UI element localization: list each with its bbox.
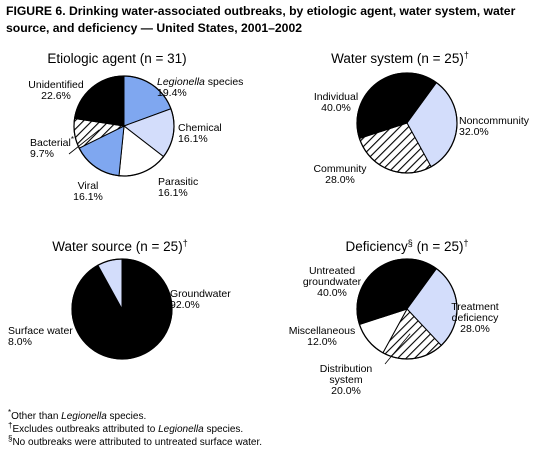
figure-title: FIGURE 6. Drinking water-associated outb… xyxy=(6,4,516,35)
pie-outline xyxy=(73,75,175,177)
pie-chart-title: Water source (n = 25)† xyxy=(52,238,187,254)
slice-label-distribution-system: Distribution system 20.0% xyxy=(320,363,373,397)
slice-label-parasitic: Parasitic 16.1% xyxy=(158,176,198,199)
slice-label-unidentified: Unidentified 22.6% xyxy=(28,79,84,102)
pie-chart-title: Etiologic agent (n = 31) xyxy=(47,51,186,66)
slice-label-untreated-groundwater: Untreated groundwater 40.0% xyxy=(303,265,362,299)
leader-line xyxy=(384,333,411,365)
slice-label-miscellaneous: Miscellaneous 12.0% xyxy=(289,325,356,348)
slice-label-surface-water: Surface water 8.0% xyxy=(8,325,73,348)
slice-label-bacterial: Bacterial* 9.7% xyxy=(30,135,74,160)
pie-outline xyxy=(356,258,458,360)
footnote-1: *Other than Legionella species. xyxy=(8,408,147,422)
footnote-3: §No outbreaks were attributed to untreat… xyxy=(8,434,263,448)
slice-label-viral: Viral 16.1% xyxy=(73,180,103,203)
pie-outline xyxy=(71,258,173,360)
slice-label-treatment-deficiency: Treatment deficiency 28.0% xyxy=(451,301,499,335)
slice-label-community: Community 28.0% xyxy=(313,163,367,186)
pie-chart-title: Deficiency§ (n = 25)† xyxy=(346,238,469,254)
slice-label-noncommunity: Noncommunity 32.0% xyxy=(459,115,530,138)
slice-label-groundwater: Groundwater 92.0% xyxy=(170,288,231,311)
slice-label-legionella-species: Legionella species 19.4% xyxy=(157,76,243,99)
footnote-2: †Excludes outbreaks attributed to Legion… xyxy=(8,421,244,435)
pie-chart-title: Water system (n = 25)† xyxy=(331,50,469,66)
pie-outline xyxy=(356,72,458,174)
slice-label-chemical: Chemical 16.1% xyxy=(178,122,222,145)
slice-label-individual: Individual 40.0% xyxy=(314,91,358,114)
leader-line xyxy=(68,129,100,155)
